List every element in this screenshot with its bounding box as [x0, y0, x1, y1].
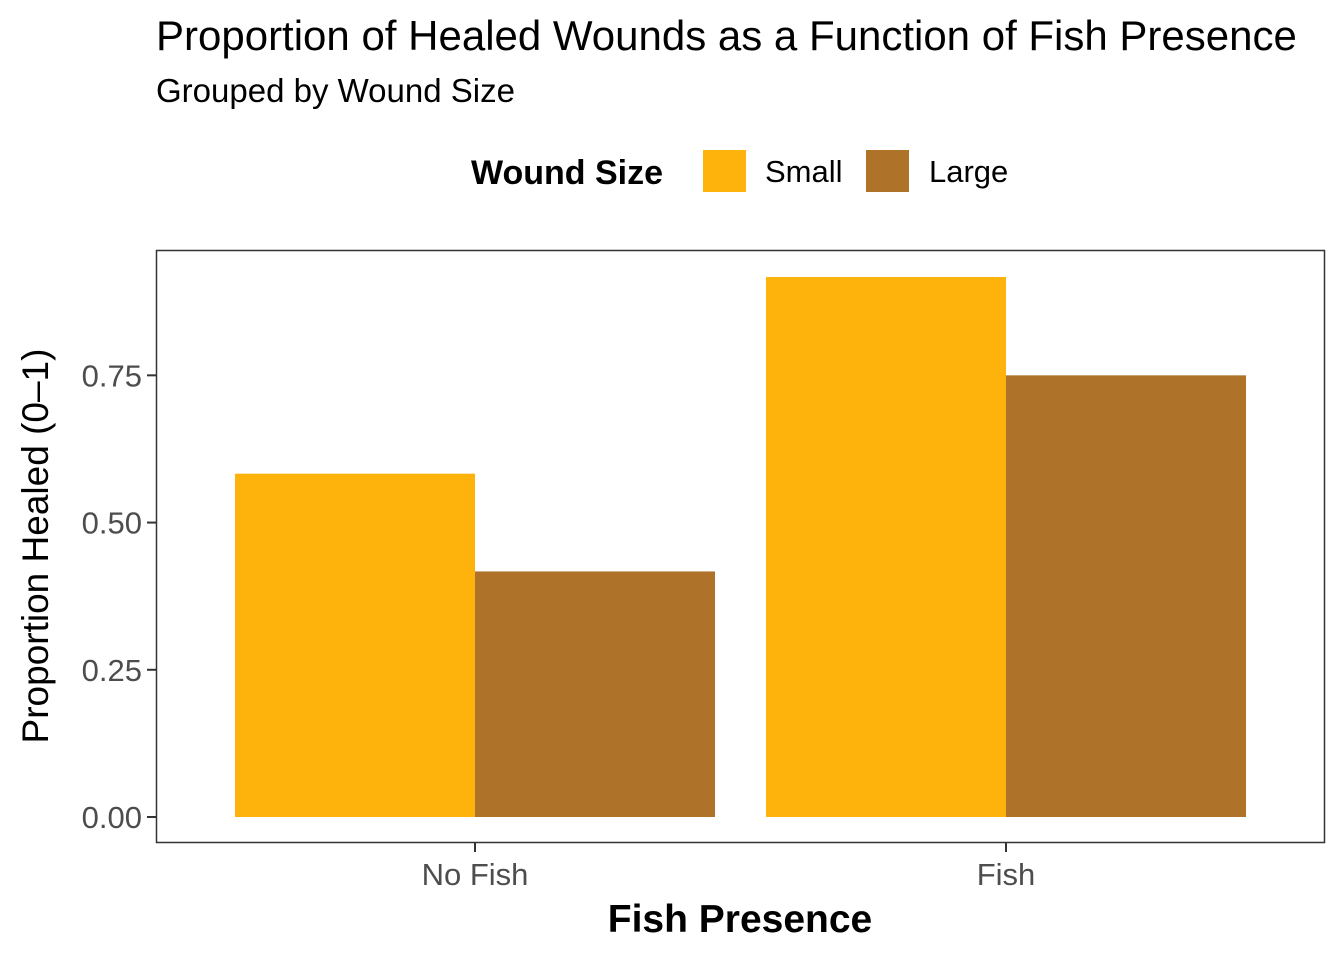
y-tick-label: 0.00: [82, 800, 142, 835]
x-tick-label-no-fish: No Fish: [422, 857, 529, 892]
x-axis: No Fish Fish: [422, 843, 1036, 892]
bar-fish-large: [1006, 375, 1246, 817]
x-axis-title: Fish Presence: [608, 898, 872, 941]
y-axis-title: Proportion Healed (0–1): [15, 349, 56, 744]
y-tick-label: 0.75: [82, 358, 142, 393]
legend-swatch-small: [703, 150, 746, 192]
bar-fish-small: [766, 277, 1006, 817]
legend-label-small: Small: [765, 154, 843, 189]
bars: [235, 277, 1246, 817]
bar-no-fish-large: [475, 571, 715, 817]
x-tick-label-fish: Fish: [977, 857, 1036, 892]
bar-no-fish-small: [235, 473, 475, 817]
chart-title: Proportion of Healed Wounds as a Functio…: [156, 12, 1297, 59]
y-tick-label: 0.25: [82, 653, 142, 688]
chart-subtitle: Grouped by Wound Size: [156, 72, 515, 109]
legend-swatch-large: [866, 150, 909, 192]
legend: Wound Size Small Large: [471, 150, 1008, 192]
y-axis: 0.00 0.25 0.50 0.75: [82, 358, 156, 835]
plot-panel-border: [155, 249, 1326, 844]
legend-label-large: Large: [929, 154, 1008, 189]
legend-title: Wound Size: [471, 154, 663, 192]
y-tick-label: 0.50: [82, 506, 142, 541]
